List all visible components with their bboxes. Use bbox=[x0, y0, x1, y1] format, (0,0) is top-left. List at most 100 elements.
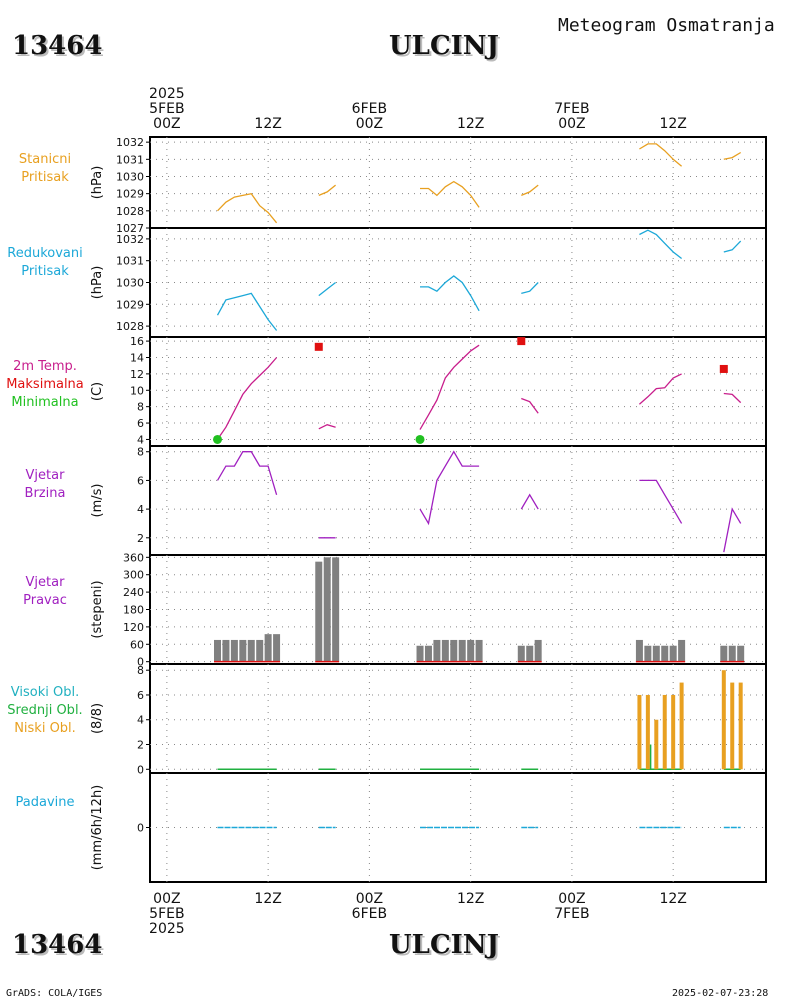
y-tick-label: 16 bbox=[130, 335, 144, 348]
y-tick-label: 6 bbox=[137, 417, 144, 430]
series-line bbox=[521, 282, 539, 295]
wind-direction-bar bbox=[652, 645, 660, 662]
series-line bbox=[638, 373, 682, 405]
low-cloud-bar bbox=[645, 694, 650, 770]
time-top-tick-label: 7FEB bbox=[554, 101, 589, 117]
y-tick-label: 12 bbox=[130, 368, 144, 381]
series-line bbox=[520, 493, 539, 510]
wind-direction-bar bbox=[737, 645, 745, 662]
y-tick-label: 1032 bbox=[116, 136, 144, 149]
wind-direction-bar bbox=[264, 634, 272, 662]
y-tick-label: 4 bbox=[137, 714, 144, 727]
time-bottom-tick-label: 6FEB bbox=[352, 906, 387, 922]
panel-unit-label: (mm/6h/12h) bbox=[90, 785, 105, 871]
y-tick-label: 1029 bbox=[116, 188, 144, 201]
wind-direction-bar bbox=[475, 639, 483, 662]
time-top-tick-label: 12Z bbox=[659, 116, 686, 132]
wind-direction-bar bbox=[214, 639, 222, 662]
series-line bbox=[419, 344, 480, 430]
max-temp-marker bbox=[517, 337, 526, 346]
time-bottom-tick-label: 00Z bbox=[153, 891, 180, 907]
time-top-tick-label: 00Z bbox=[153, 116, 180, 132]
y-tick-label: 4 bbox=[137, 433, 144, 446]
panel-label: Pritisak bbox=[21, 264, 69, 279]
series-line bbox=[723, 507, 742, 553]
panel-label: Pravac bbox=[23, 593, 67, 608]
y-tick-label: 1027 bbox=[116, 222, 144, 235]
panel-frame bbox=[149, 136, 767, 229]
panel-label: Redukovani bbox=[7, 246, 82, 261]
y-tick-label: 60 bbox=[130, 638, 144, 651]
time-top-tick-label: 12Z bbox=[254, 116, 281, 132]
time-bottom-tick-label: 00Z bbox=[558, 891, 585, 907]
y-tick-label: 1031 bbox=[116, 255, 144, 268]
y-tick-label: 1032 bbox=[116, 233, 144, 246]
y-tick-label: 4 bbox=[137, 503, 144, 516]
panel-clouds: 0 2 4 6 8 (8/8) Visoki Obl. Srednji Obl. Niski O… bbox=[7, 663, 767, 776]
series-line bbox=[216, 292, 278, 331]
station-id-bottom: 13464 bbox=[12, 930, 102, 960]
panel-label: Stanicni bbox=[19, 152, 71, 167]
panel-label: 2m Temp. bbox=[13, 359, 77, 374]
min-temp-marker bbox=[415, 434, 425, 444]
wind-direction-bar bbox=[534, 639, 542, 662]
wind-direction-bar bbox=[517, 645, 525, 662]
y-tick-label: 1030 bbox=[116, 277, 144, 290]
y-tick-label: 1028 bbox=[116, 320, 144, 333]
time-bottom-tick-label: 00Z bbox=[356, 891, 383, 907]
time-top-tick-label: 2025 bbox=[149, 86, 185, 102]
series-line bbox=[639, 479, 683, 524]
y-tick-label: 8 bbox=[137, 401, 144, 414]
time-top-tick-label: 00Z bbox=[356, 116, 383, 132]
y-tick-label: 2 bbox=[137, 739, 144, 752]
y-tick-label: 0 bbox=[137, 763, 144, 776]
series-line bbox=[639, 143, 683, 167]
series-line bbox=[216, 451, 278, 495]
y-tick-label: 240 bbox=[123, 586, 144, 599]
panel-precipitation: 0 (mm/6h/12h) Padavine bbox=[16, 772, 767, 883]
panel-label: Visoki Obl. bbox=[11, 685, 79, 700]
wind-direction-bar bbox=[441, 639, 449, 662]
station-id-shadow: 13464 bbox=[14, 33, 104, 63]
meteogram-panels: 102710281029103010311032(hPa)StanicniPri… bbox=[6, 136, 767, 883]
time-bottom-tick-label: 12Z bbox=[659, 891, 686, 907]
chart-title: Meteogram Osmatranja bbox=[558, 15, 775, 36]
panel-label: Minimalna bbox=[11, 395, 78, 410]
time-bottom-tick-label: 7FEB bbox=[554, 906, 589, 922]
y-tick-label: 1029 bbox=[116, 298, 144, 311]
panel-wind-direction: 0 60 120 180 240 300 360 (stepeni) Vjetar Pravac bbox=[23, 551, 767, 669]
station-id: 13464 bbox=[12, 31, 102, 61]
series-line bbox=[420, 275, 480, 312]
low-cloud-bar bbox=[721, 670, 726, 770]
min-temp-marker bbox=[213, 434, 223, 444]
panel-label: Niski Obl. bbox=[14, 721, 76, 736]
panel-label: Pritisak bbox=[21, 170, 69, 185]
panel-reduced-pressure: 1028 1029 1030 1031 1032 (hPa) Redukovani Priti… bbox=[7, 227, 767, 338]
panel-unit-label: (hPa) bbox=[90, 166, 105, 200]
y-tick-label: 10 bbox=[130, 384, 144, 397]
low-cloud-bar bbox=[679, 682, 684, 770]
series-line bbox=[521, 184, 539, 196]
wind-direction-bar bbox=[635, 639, 643, 662]
panel-temperature: 4 6 8 10 12 14 16 (C) 2m Temp. Maksimalna Minimaln… bbox=[6, 335, 767, 447]
wind-direction-bar bbox=[247, 639, 255, 662]
series-line bbox=[216, 357, 278, 440]
wind-direction-bar bbox=[230, 639, 238, 662]
wind-direction-bar bbox=[315, 561, 323, 662]
city-name: ULCINJ bbox=[389, 31, 499, 61]
wind-direction-bar bbox=[644, 645, 652, 662]
y-tick-label: 1028 bbox=[116, 205, 144, 218]
wind-direction-bar bbox=[669, 645, 677, 662]
panel-unit-label: (8/8) bbox=[90, 703, 105, 734]
time-top-tick-label: 00Z bbox=[558, 116, 585, 132]
series-line bbox=[639, 229, 682, 260]
time-bottom-tick-label: 12Z bbox=[254, 891, 281, 907]
time-top-tick-label: 12Z bbox=[457, 116, 484, 132]
wind-direction-bar bbox=[526, 645, 534, 662]
y-tick-label: 2 bbox=[137, 532, 144, 545]
panel-unit-label: (m/s) bbox=[90, 484, 105, 518]
y-tick-label: 14 bbox=[130, 351, 144, 364]
series-line bbox=[420, 180, 480, 208]
